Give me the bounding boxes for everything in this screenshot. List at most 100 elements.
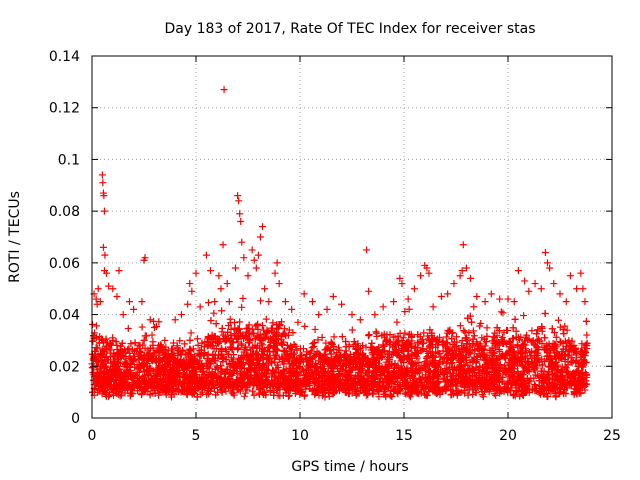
data-point [107,341,115,349]
data-point [98,357,106,365]
data-point [327,347,335,355]
data-point [306,349,314,357]
data-point [453,333,461,341]
data-point [218,388,226,396]
data-point [581,349,589,357]
data-point [420,385,428,393]
data-point [150,317,158,325]
data-point [448,347,456,355]
data-point [259,383,267,391]
data-point [380,342,388,350]
data-point [352,391,360,399]
data-point [130,376,138,384]
data-point [253,356,261,364]
data-point [568,337,576,345]
data-point [562,345,570,353]
data-point [130,352,138,360]
data-point [203,355,211,363]
data-point [551,371,559,379]
data-point [148,383,156,391]
data-point [447,391,455,399]
data-point [303,358,311,366]
data-point [137,351,145,359]
data-point [134,374,142,382]
data-point [528,386,536,394]
data-point [211,365,219,373]
data-point [367,382,375,390]
data-point [248,351,256,359]
data-point [456,358,464,366]
data-point [458,347,466,355]
data-point [241,389,249,397]
data-point [89,388,97,396]
data-point [439,358,447,366]
data-point [456,322,464,330]
data-point [353,350,361,358]
data-point [173,342,181,350]
data-point [111,376,119,384]
data-point [368,372,376,380]
data-point [441,385,449,393]
data-point [415,339,423,347]
data-point [238,341,246,349]
data-point [488,344,496,352]
data-point [545,362,553,370]
data-point [275,372,283,380]
data-point [386,331,394,339]
data-point [336,357,344,365]
data-point [443,370,451,378]
data-point [205,299,213,307]
data-point [434,373,442,381]
data-point [555,388,563,396]
data-point [564,368,572,376]
data-point [228,371,236,379]
data-point [193,371,201,379]
data-point [465,386,473,394]
data-point [509,324,517,332]
data-point [383,337,391,345]
data-point [397,373,405,381]
data-point [274,324,282,332]
data-point [548,325,556,333]
data-point [227,319,235,327]
data-point [162,391,170,399]
data-point [342,338,350,346]
data-point [459,345,467,353]
data-point [476,322,484,330]
data-point [238,303,246,311]
data-point [443,376,451,384]
data-point [395,351,403,359]
data-point [348,326,356,334]
data-point [338,333,346,341]
data-point [311,325,319,333]
data-point [560,330,568,338]
data-point [416,333,424,341]
data-point [511,315,519,323]
data-point [150,349,158,357]
data-points [88,86,591,401]
data-point [235,325,243,333]
data-point [279,391,287,399]
data-point [297,386,305,394]
data-point [404,388,412,396]
data-point [234,344,242,352]
data-point [566,341,574,349]
data-point [170,390,178,398]
data-point [225,351,233,359]
data-point [543,373,551,381]
data-point [541,385,549,393]
data-point [393,338,401,346]
data-point [260,326,268,334]
data-point [136,347,144,355]
data-point [125,369,133,377]
data-point [261,346,269,354]
data-point [263,329,271,337]
data-point [264,344,272,352]
data-point [145,378,153,386]
data-point [228,344,236,352]
data-point [464,349,472,357]
data-point [471,332,479,340]
data-point [231,324,239,332]
data-point [266,334,274,342]
